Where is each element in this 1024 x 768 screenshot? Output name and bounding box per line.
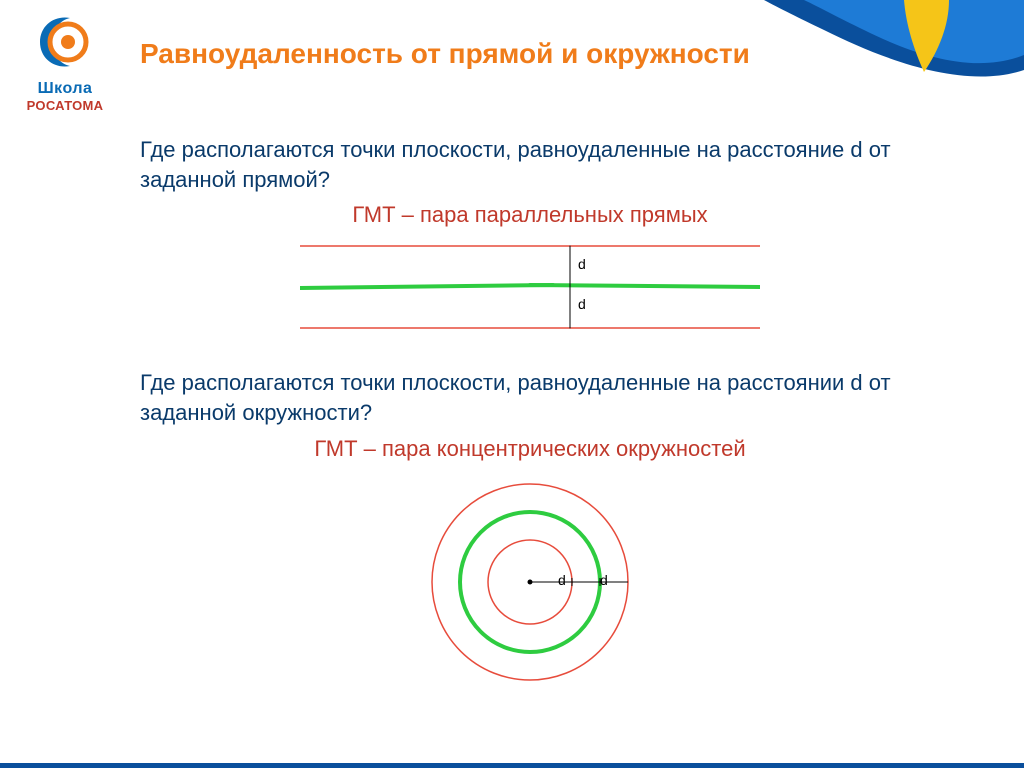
d-label-3: d [558,572,566,588]
d-label-4: d [600,572,608,588]
bottom-rule [0,758,1024,768]
answer-2: ГМТ – пара концентрических окружностей [140,436,920,462]
logo-text-line2: РОСАТОМА [10,98,120,113]
d-label-1: d [578,256,586,272]
question-2: Где располагаются точки плоскости, равно… [140,368,920,427]
slide: Школа РОСАТОМА Равноудаленность от прямо… [0,0,1024,768]
diagram-concentric-circles: d d [410,472,650,692]
diagram-parallel-lines: d d [300,238,760,338]
concentric-circles-svg [410,472,650,692]
slide-body: Где располагаются точки плоскости, равно… [140,135,920,692]
answer-1: ГМТ – пара параллельных прямых [140,202,920,228]
corner-swoosh [764,0,1024,90]
logo: Школа РОСАТОМА [10,10,120,113]
parallel-lines-svg [300,238,760,338]
question-1: Где располагаются точки плоскости, равно… [140,135,920,194]
logo-text-line1: Школа [10,80,120,98]
d-label-2: d [578,296,586,312]
slide-title: Равноудаленность от прямой и окружности [140,38,750,70]
logo-icon [30,10,100,75]
